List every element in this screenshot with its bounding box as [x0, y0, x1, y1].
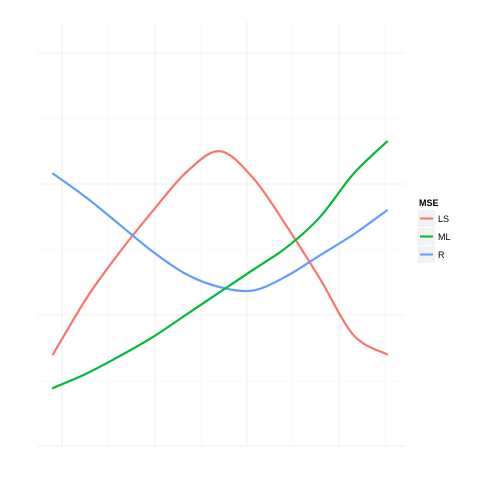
series-line-r [51, 172, 389, 293]
legend-label-ls: LS [438, 214, 449, 224]
legend-label-ml: ML [438, 232, 451, 242]
series-line-ls [51, 150, 389, 356]
series-line-ml [51, 140, 389, 390]
legend-label-r: R [438, 250, 445, 260]
legend-title: MSE [419, 198, 439, 208]
plot-grid [37, 22, 405, 447]
plot-series [51, 140, 389, 390]
legend: MSE LS ML R [418, 198, 451, 263]
